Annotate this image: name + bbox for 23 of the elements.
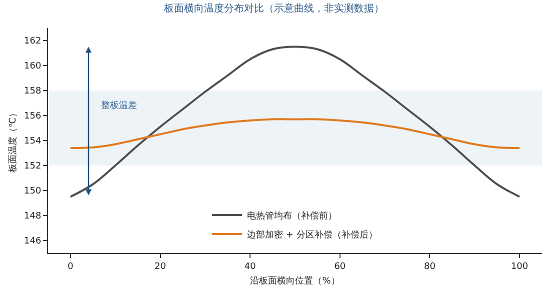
y-tick-label: 160: [24, 62, 42, 72]
line-series: [69, 46, 521, 198]
line-series: [69, 118, 521, 149]
x-tick-label: 20: [154, 262, 166, 272]
x-axis-title: 沿板面横向位置（%）: [250, 276, 340, 287]
x-tick-label: 40: [244, 262, 256, 272]
y-axis-title: 板面温度（℃）: [7, 108, 18, 174]
x-tick-label: 100: [510, 262, 528, 272]
chart-title: 板面横向温度分布对比（示意曲线，非实测数据）: [163, 2, 384, 14]
y-tick-label: 152: [24, 162, 42, 172]
annotation: 整板温差: [101, 100, 137, 111]
y-tick-label: 150: [24, 186, 42, 197]
y-tick-label: 162: [24, 36, 42, 47]
x-tick-label: 80: [424, 262, 436, 272]
legend-label: 边部加密 + 分区补偿（补偿后）: [247, 230, 378, 241]
x-tick-label: 0: [68, 262, 74, 272]
y-tick-label: 158: [24, 86, 42, 97]
y-tick-label: 154: [24, 136, 42, 147]
y-tick-label: 146: [24, 236, 42, 247]
y-tick-label: 156: [24, 112, 42, 122]
y-tick-label: 148: [24, 212, 42, 222]
legend-label: 电热管均布（补偿前）: [247, 210, 337, 222]
x-tick-label: 60: [334, 262, 346, 272]
